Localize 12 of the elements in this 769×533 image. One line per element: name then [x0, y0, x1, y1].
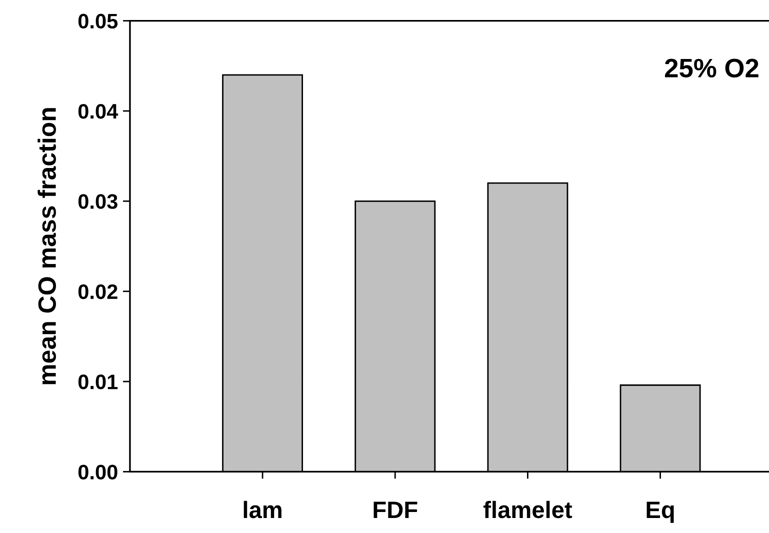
x-tick-label: flamelet	[483, 500, 572, 518]
annotation: 25% O2	[664, 58, 758, 78]
y-tick-label: 0.01	[78, 374, 118, 390]
x-tick-label: Eq	[646, 502, 674, 523]
x-tick-label: lam	[244, 500, 282, 518]
y-tick-label: 0.00	[78, 464, 118, 480]
y-tick-label: 0.02	[78, 284, 118, 300]
y-tick-label: 0.05	[78, 14, 118, 29]
y-tick-label: 0.03	[78, 194, 118, 209]
y-tick-label: 0.04	[78, 104, 118, 119]
x-tick-label: FDF	[374, 502, 418, 518]
y-axis-title: mean CO mass fraction	[38, 108, 56, 384]
